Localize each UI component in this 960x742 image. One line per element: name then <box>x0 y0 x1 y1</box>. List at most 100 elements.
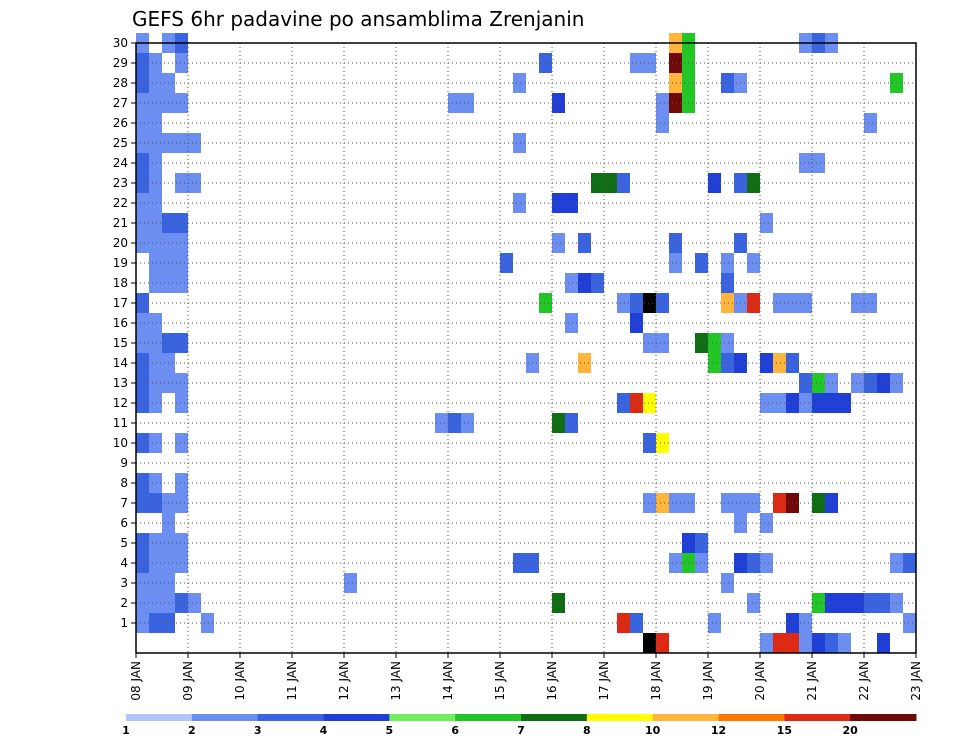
colorbar-swatch <box>718 714 785 721</box>
heatmap-cell <box>812 373 825 393</box>
heatmap-cell <box>669 553 682 573</box>
y-tick-label: 7 <box>120 496 128 510</box>
heatmap-cell <box>149 593 162 613</box>
y-tick-label: 8 <box>120 476 128 490</box>
heatmap-cell <box>812 393 825 413</box>
colorbar-label: 12 <box>711 724 726 737</box>
heatmap-cell <box>747 253 760 273</box>
heatmap-cell <box>825 633 838 653</box>
y-tick-label: 11 <box>113 416 128 430</box>
heatmap-cell <box>136 533 149 553</box>
y-tick-label: 13 <box>113 376 128 390</box>
heatmap-cell <box>760 633 773 653</box>
heatmap-cell <box>565 413 578 433</box>
colorbar-label: 3 <box>254 724 262 737</box>
y-tick-label: 4 <box>120 556 128 570</box>
y-tick-label: 27 <box>113 96 128 110</box>
heatmap-cell <box>799 373 812 393</box>
heatmap-cell <box>656 93 669 113</box>
heatmap-cell <box>721 73 734 93</box>
heatmap-cell <box>175 373 188 393</box>
heatmap-cell <box>760 213 773 233</box>
heatmap-cell <box>149 153 162 173</box>
heatmap-cell <box>201 613 214 633</box>
heatmap-cell <box>643 393 656 413</box>
heatmap-cell <box>656 633 669 653</box>
heatmap-cell <box>760 353 773 373</box>
heatmap-cell <box>656 493 669 513</box>
heatmap-cell <box>851 593 864 613</box>
heatmap-cell <box>175 233 188 253</box>
heatmap-cell <box>721 573 734 593</box>
heatmap-cell <box>656 333 669 353</box>
heatmap-cell <box>136 73 149 93</box>
colorbar-label: 4 <box>320 724 328 737</box>
heatmap-cell <box>149 533 162 553</box>
colorbar-swatch <box>191 714 259 721</box>
heatmap-cell <box>669 253 682 273</box>
heatmap-cell <box>721 493 734 513</box>
heatmap-cell <box>643 333 656 353</box>
y-axis-ticks: 1234567891011121314151617181920212223242… <box>113 36 136 630</box>
heatmap-cell <box>565 273 578 293</box>
heatmap-cell <box>136 93 149 113</box>
heatmap-cell <box>149 113 162 133</box>
y-tick-label: 28 <box>113 76 128 90</box>
heatmap-cell <box>604 173 617 193</box>
y-tick-label: 17 <box>113 296 128 310</box>
heatmap-cell <box>760 393 773 413</box>
heatmap-cell <box>136 313 149 333</box>
heatmap-cell <box>747 173 760 193</box>
heatmap-cell <box>747 493 760 513</box>
heatmap-cell <box>513 133 526 153</box>
y-tick-label: 15 <box>113 336 128 350</box>
heatmap-cell <box>149 273 162 293</box>
heatmap-cell <box>136 473 149 493</box>
heatmap-cell <box>175 253 188 273</box>
heatmap-cell <box>552 233 565 253</box>
x-tick-label: 09 JAN <box>181 661 195 701</box>
x-tick-label: 14 JAN <box>441 661 455 701</box>
heatmap-cell <box>175 133 188 153</box>
heatmap-cell <box>136 153 149 173</box>
x-tick-label: 22 JAN <box>857 661 871 701</box>
heatmap-cell <box>617 173 630 193</box>
heatmap-cell <box>799 393 812 413</box>
heatmap-cell <box>136 433 149 453</box>
gridlines <box>136 42 916 653</box>
y-tick-label: 21 <box>113 216 128 230</box>
heatmap-cell <box>812 593 825 613</box>
y-tick-label: 30 <box>113 36 128 50</box>
heatmap-cell <box>903 553 916 573</box>
y-tick-label: 2 <box>120 596 128 610</box>
heatmap-cell <box>175 553 188 573</box>
heatmap-cell <box>864 373 877 393</box>
heatmap-cell <box>136 353 149 373</box>
heatmap-cell <box>825 593 838 613</box>
colorbar-label: 2 <box>188 724 196 737</box>
heatmap-cell <box>500 253 513 273</box>
heatmap-cell <box>643 433 656 453</box>
heatmap-cell <box>149 433 162 453</box>
heatmap-cell <box>877 633 890 653</box>
heatmap-cell <box>136 393 149 413</box>
y-tick-label: 10 <box>113 436 128 450</box>
heatmap-cell <box>539 293 552 313</box>
x-tick-label: 17 JAN <box>597 661 611 701</box>
plot-frame <box>135 42 917 654</box>
chart-title: GEFS 6hr padavine po ansamblima Zrenjani… <box>132 7 584 31</box>
heatmap-cell <box>851 293 864 313</box>
heatmap-cell <box>136 593 149 613</box>
heatmap-cell <box>149 373 162 393</box>
heatmap-cell <box>149 613 162 633</box>
heatmap-cell <box>149 313 162 333</box>
heatmap-cell <box>643 493 656 513</box>
y-tick-label: 9 <box>120 456 128 470</box>
heatmap-cell <box>773 293 786 313</box>
colorbar-swatch <box>455 714 522 721</box>
y-tick-label: 29 <box>113 56 128 70</box>
heatmap-cell <box>175 393 188 413</box>
heatmap-cell <box>188 173 201 193</box>
heatmap-cell <box>760 513 773 533</box>
heatmap-cell <box>136 293 149 313</box>
